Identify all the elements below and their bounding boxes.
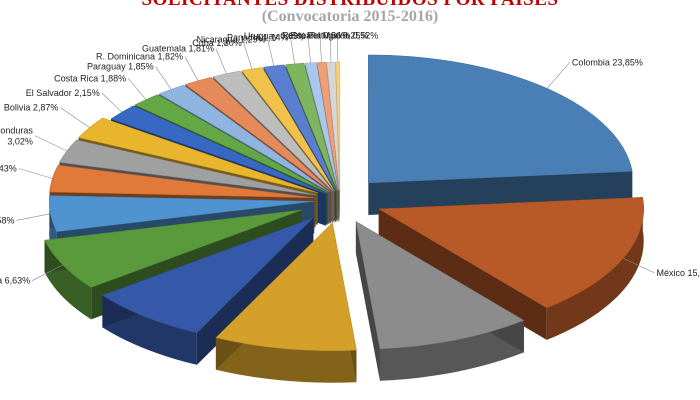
leader-line-paraguay (155, 66, 172, 90)
data-label-chile: Chile 3,43% (0, 163, 17, 173)
slice-guatemala (212, 70, 333, 192)
leader-line-cuba (243, 43, 253, 69)
leader-line-el-salvador (101, 92, 123, 113)
leader-line-colombia (546, 62, 571, 89)
data-label-m-xico: México 15,71% (657, 268, 700, 278)
data-label-uruguay: Uruguay 0,69% (244, 31, 306, 41)
slice-brasil (101, 217, 314, 334)
data-label-honduras: Honduras3,02% (0, 126, 33, 147)
slice-paraguay (158, 84, 330, 193)
data-label-ecuador: Ecuador 4,58% (0, 215, 15, 225)
slice-side-venezuela (215, 337, 357, 383)
data-label-el-salvador: El Salvador 2,15% (26, 88, 100, 98)
data-label-r-dominicana: R. Dominicana 1,82% (96, 52, 183, 62)
leader-line-honduras (34, 135, 67, 152)
leader-line-panam- (290, 37, 295, 64)
data-label-argentina: Argentina 6,63% (0, 276, 30, 286)
slice-r-dominicana (184, 76, 332, 192)
slice-uruguay (304, 62, 339, 191)
slice-side-m-xico (546, 197, 644, 340)
data-label-paraguay: Paraguay 1,85% (87, 62, 154, 72)
slice-wall-end-m-xico (378, 208, 547, 340)
leader-line-nicaragua (267, 39, 275, 66)
slice-wall-end-per- (355, 221, 380, 381)
slice-cuba (241, 67, 335, 191)
data-label-cuba: Cuba 1,30% (192, 38, 242, 48)
leader-line-resto-del-mundo (329, 35, 332, 63)
leader-line-costa-rica (127, 78, 147, 100)
leader-line-m-xico (623, 258, 655, 274)
chart-subtitle: (Convocatoria 2015-2016) (261, 8, 439, 25)
chart-title: SOLICITANTES DISTRIBUIDOS POR PAÍSES (0, 0, 700, 11)
data-label-guatemala: Guatemala 1,81% (142, 44, 214, 54)
data-label-bolivia: Bolivia 2,87% (4, 103, 59, 113)
leader-line-uruguay (307, 36, 311, 63)
slice-bolivia (78, 117, 318, 193)
leader-line-argentina (31, 264, 63, 281)
leader-line-chile (18, 168, 53, 179)
slice-colombia (368, 54, 633, 184)
slice-argentina (44, 209, 303, 288)
data-label-costa-rica: Costa Rica 1,88% (54, 73, 126, 83)
data-label-resto-del-mundo: Resto del Mundo 0,52% (282, 30, 378, 40)
slice-costa-rica (134, 94, 328, 194)
data-label-panam-: Panamá 1,14% (227, 32, 289, 42)
data-label-nicaragua: Nicaragua 1,29% (197, 35, 266, 45)
slice-m-xico (377, 197, 644, 309)
leader-line-guatemala (215, 48, 227, 74)
slice-per- (355, 220, 525, 350)
data-label-portugal: Portugal 0,25% (307, 30, 369, 40)
leader-line-r-dominicana (184, 56, 199, 81)
slice-venezuela (215, 222, 357, 351)
slice-nicaragua (263, 64, 337, 191)
leader-line-espa-a (319, 35, 322, 63)
slice-chile (49, 164, 315, 199)
data-label-colombia: Colombia 23,85% (572, 57, 643, 67)
leader-line-bolivia (60, 107, 90, 128)
slice-portugal (335, 61, 341, 191)
slice-honduras (58, 139, 316, 196)
data-label-espa-a: España 0,56% (291, 31, 350, 41)
leader-line-ecuador (16, 213, 51, 221)
slice-side-per- (379, 320, 524, 381)
